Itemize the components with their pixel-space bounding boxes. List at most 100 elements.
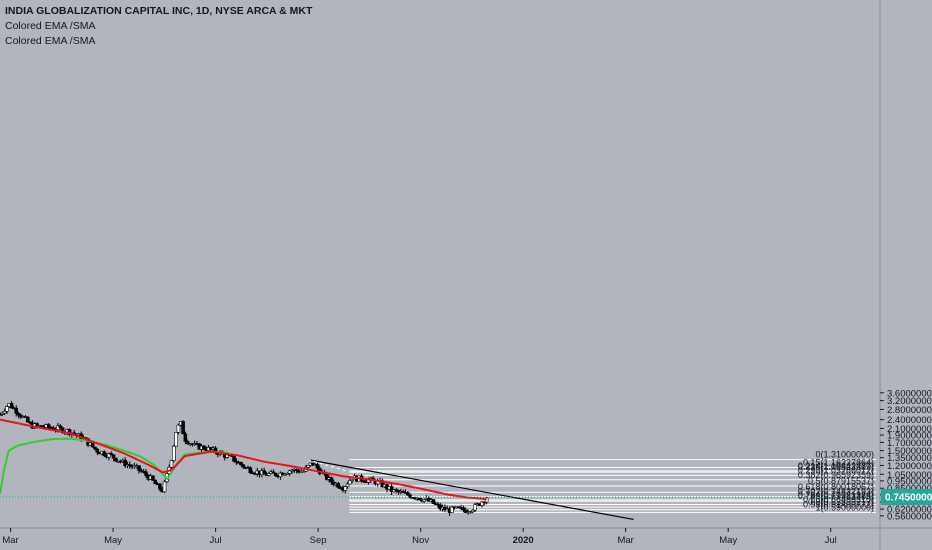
candle-up [468,511,473,514]
candle-up [473,504,477,511]
y-tick-label: 0.56000000 [887,511,932,522]
y-tick-label: 1.50000000 [887,446,932,457]
candle-down [28,421,32,424]
x-tick-label: Jul [210,535,222,546]
candle-down [338,487,343,489]
candle-up [169,460,174,468]
y-tick-label: 1.35000000 [887,453,932,464]
candle-down [389,486,394,493]
x-tick-label: Nov [412,535,429,546]
candle-down [14,407,19,414]
candle-up [290,470,294,472]
candle-down [185,441,190,445]
candle-up [267,473,271,476]
fib-level-label: 0.618(0.80018067) [798,482,874,492]
fib-level-label: 0.382(0.96592359) [798,470,874,480]
candle-down [19,414,23,418]
candle-down [232,455,236,462]
candle-down [336,483,341,488]
x-tick-label: May [104,535,122,546]
fib-level-label: 0.298(1.03286012) [798,465,874,475]
candle-down [90,442,95,448]
trendline[interactable] [307,459,634,521]
candle-down [431,499,436,504]
candle-down [114,457,118,462]
candle-up [2,411,7,414]
fib-level-label: 0.15(1.16227864) [803,458,874,468]
candle-up [422,499,426,502]
candle-down [408,494,412,498]
candle-up [0,412,5,415]
candle-down [123,459,127,467]
y-tick-label: 2.80000000 [887,405,932,416]
candle-down [158,483,162,490]
candle-down [461,507,466,511]
candle-down [153,479,158,485]
candle-down [311,462,315,465]
x-tick-label: May [719,535,737,546]
candle-up [306,465,311,468]
indicator-label-2[interactable]: Colored EMA /SMA [5,35,96,47]
candle-up [350,479,355,482]
candle-up [287,470,292,474]
candle-down [273,472,278,477]
x-tick-label: Mar [617,535,633,546]
candle-up [301,470,306,473]
candle-down [39,425,44,428]
fib-level-label: 0.236(1.08523369) [798,462,874,472]
y-tick-label: 2.10000000 [887,424,932,435]
candle-up [174,432,178,447]
candle-down [394,489,399,491]
candle-down [417,497,422,501]
candle-down [139,470,144,472]
candle-up [480,501,484,506]
x-tick-label: 2020 [513,535,534,546]
fib-level-label: 0.702(0.74832193) [798,487,874,497]
fib-level-label: 0.85(0.66499310) [803,494,874,504]
candle-down [183,433,188,442]
candle-up [285,473,290,475]
candle-down [234,460,239,463]
x-tick-label: Mar [2,535,18,546]
indicator-label-1[interactable]: Colored EMA /SMA [5,20,96,32]
candle-up [5,406,9,412]
candle-down [26,416,30,423]
candle-up [162,481,167,493]
candle-down [93,446,97,450]
fib-level-label: 0.764(0.71221324) [798,490,874,500]
last-price-tag [881,488,932,505]
candle-down [0,414,2,416]
candle-down [315,464,320,469]
candle-down [406,492,410,496]
candle-down [137,465,141,471]
candle-down [202,445,206,450]
candle-down [109,453,114,455]
candle-down [248,467,253,473]
y-tick-label: 1.20000000 [887,461,932,472]
candle-up [348,480,352,485]
fib-level-label: 0(1.31000000) [815,450,874,460]
candle-down [16,413,21,416]
candle-down [241,464,246,468]
candle-up [345,483,350,487]
candle-down [58,425,63,429]
fib-level-label: 0.214(1.10442437) [798,461,874,471]
candle-down [46,424,51,428]
candle-down [151,475,155,481]
candle-down [362,480,366,482]
candle-down [35,423,39,426]
fib-level-label: 0.95(0.61400772) [803,500,874,510]
x-tick-label: Jul [825,535,837,546]
candle-up [343,486,348,491]
ema-fast-line [0,418,487,501]
candle-down [271,471,276,474]
candle-down [239,461,243,466]
candle-down [294,469,299,472]
candle-down [463,509,468,513]
last-price-label: 0.74500000 [885,492,932,503]
candle-down [181,421,185,435]
